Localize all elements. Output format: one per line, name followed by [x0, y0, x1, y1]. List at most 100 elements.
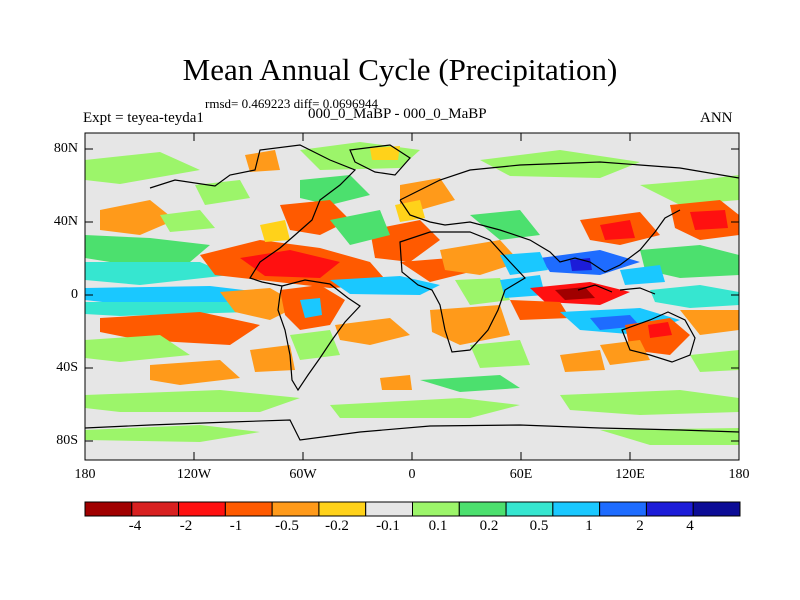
colorbar-box [131, 501, 180, 517]
lon-label-180e: 180 [728, 467, 750, 482]
field-patch [240, 250, 340, 278]
field-patch [600, 220, 635, 240]
field-patch [150, 360, 240, 385]
field-patch [280, 200, 350, 235]
field-patch [690, 210, 728, 230]
field-patch [620, 265, 665, 285]
field-patch [290, 330, 340, 360]
colorbar-label: -0.5 [275, 518, 299, 534]
field-patch [555, 287, 595, 300]
colorbar-label: -0.2 [325, 518, 349, 534]
field-patch [500, 252, 548, 275]
lon-label-180w: 180 [74, 467, 96, 482]
stats-text: rmsd= 0.469223 diff= 0.0696944 [205, 96, 378, 111]
field-patch [330, 210, 390, 245]
field-patch [85, 286, 260, 304]
field-patch [85, 152, 200, 184]
field-patch [335, 318, 410, 345]
field-patch [470, 210, 540, 240]
colorbar-box [224, 501, 273, 517]
colorbar-box [692, 501, 741, 517]
colorbar-box [178, 501, 226, 517]
field-patch [250, 345, 295, 372]
lon-label-60e: 60E [509, 467, 533, 482]
colorbar-label: 0.5 [529, 518, 549, 534]
coastline-south-america [277, 279, 361, 392]
field-patch [260, 220, 290, 242]
field-patch [100, 200, 175, 235]
colorbar-label: -0.1 [376, 518, 400, 534]
field-patch [430, 305, 510, 345]
field-patch [510, 300, 570, 320]
field-patch [85, 390, 300, 412]
page-title: Mean Annual Cycle (Precipitation) [182, 52, 618, 87]
colorbar-label: 1 [585, 518, 593, 534]
field-patch [640, 175, 739, 205]
colorbar-box [645, 501, 694, 517]
colorbar-label: 0.2 [479, 518, 499, 534]
lon-label-60w: 60W [289, 467, 317, 482]
colorbar-label: 0.1 [428, 518, 448, 534]
colorbar-box [505, 501, 554, 517]
season-label: ANN [700, 110, 733, 126]
field-patch [680, 310, 739, 335]
precipitation-field [85, 142, 739, 445]
field-patch [470, 340, 530, 368]
field-patch [245, 150, 280, 172]
coastline-africa [399, 231, 526, 353]
lon-label-120e: 120E [615, 467, 645, 482]
field-patch [330, 398, 520, 418]
field-patch [300, 298, 322, 318]
lat-label-40s: 40S [56, 360, 78, 375]
colorbar-box [365, 501, 413, 517]
colorbar-label: 2 [636, 518, 644, 534]
field-patch [690, 350, 739, 372]
field-patch [455, 278, 510, 305]
colorbar-box [318, 501, 367, 517]
coastline-indonesia [577, 284, 656, 295]
colorbar-box [412, 501, 460, 517]
field-patch [85, 262, 230, 285]
period-label: 000_0_MaBP - 000_0_MaBP [308, 106, 487, 122]
field-patch [195, 180, 250, 205]
colorbar-box [458, 501, 507, 517]
lon-label-0: 0 [408, 467, 416, 482]
field-patch [650, 285, 739, 308]
field-patch [560, 390, 739, 415]
field-patch [600, 340, 650, 365]
field-patch [85, 335, 190, 362]
field-patch [300, 175, 370, 205]
field-patch [395, 200, 425, 222]
lat-label-80s: 80S [56, 433, 78, 448]
lat-label-80n: 80N [53, 141, 78, 156]
colorbar-label: 4 [686, 518, 694, 534]
field-patch [420, 375, 520, 392]
lat-label-40n: 40N [53, 214, 78, 229]
lon-label-120w: 120W [176, 467, 212, 482]
field-patch [85, 302, 250, 316]
field-patch [648, 322, 672, 338]
experiment-label: Expt = teyea-teyda1 [83, 110, 204, 126]
field-patch [600, 428, 739, 445]
colorbar-label: -2 [179, 518, 193, 534]
axis-ticks [85, 133, 739, 460]
field-patch [85, 425, 260, 442]
coastline-europe-asia [399, 161, 739, 273]
field-patch [640, 245, 739, 278]
colorbar-box [84, 501, 133, 517]
coastlines [85, 144, 739, 441]
coastline-australia [621, 311, 696, 363]
coastline-north-america [149, 144, 357, 287]
field-patch [440, 240, 520, 275]
lat-label-0: 0 [71, 287, 78, 302]
colorbar-label: -4 [128, 518, 142, 534]
coastline-antarctica [85, 419, 739, 441]
coastline-greenland [349, 144, 411, 176]
field-patch [560, 350, 605, 372]
field-patch [160, 210, 215, 232]
field-patch [85, 235, 210, 262]
field-patch [370, 146, 400, 160]
colorbar-box [599, 501, 647, 517]
field-patch [380, 375, 412, 390]
